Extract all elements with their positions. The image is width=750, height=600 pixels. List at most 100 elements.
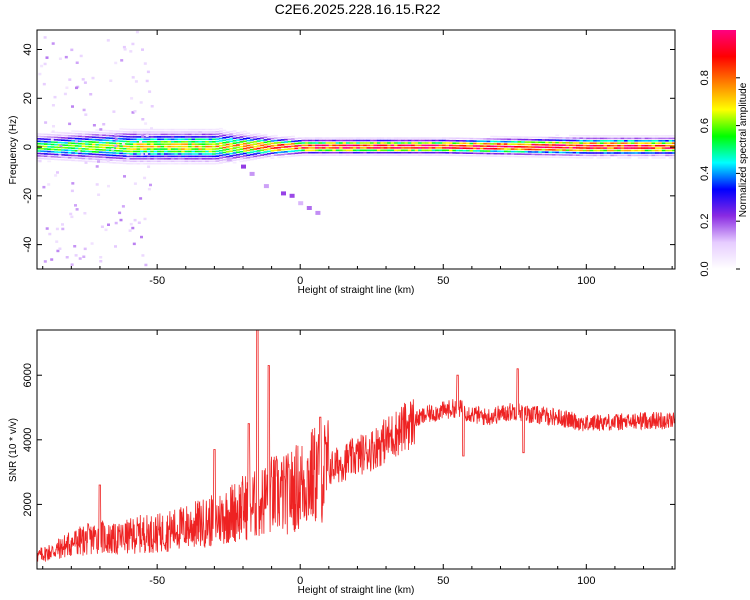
spectrogram-cell: [613, 137, 618, 140]
spectrogram-cell: [188, 143, 192, 145]
spectrogram-speckle: [89, 93, 93, 96]
spectrogram-cell: [445, 152, 450, 154]
spectrogram-cell: [569, 149, 573, 151]
spectrogram-cell: [256, 142, 261, 145]
spectrogram-cell: [483, 147, 488, 150]
spectrogram-cell: [648, 149, 652, 152]
spectrogram-cell: [54, 136, 58, 139]
spectrogram-cell: [586, 152, 591, 154]
spectrogram-speckle: [104, 228, 108, 232]
spectrogram-cell: [644, 135, 649, 137]
spectrogram-cell: [376, 154, 381, 156]
spectrogram-cell: [493, 150, 498, 152]
spectrogram-cell: [164, 162, 168, 165]
spectrogram-cell: [167, 141, 172, 143]
spectrogram-cell: [582, 154, 587, 157]
spectrogram-cell: [50, 134, 55, 136]
spectrogram-cell: [383, 142, 388, 144]
spectrogram-cell: [394, 154, 398, 156]
spectrogram-speckle: [145, 79, 149, 83]
spectrogram-cell: [576, 154, 580, 156]
spectrogram-cell: [54, 151, 58, 153]
spectrogram-cell: [380, 139, 385, 142]
spectrogram-cell: [67, 132, 72, 135]
spectrogram-cell: [328, 149, 333, 152]
spectrogram-cell: [510, 150, 515, 153]
spectrogram-speckle: [132, 242, 136, 246]
spectrogram-cell: [552, 154, 556, 156]
spectrogram-speckle: [73, 245, 77, 248]
spectrogram-cell: [349, 149, 354, 152]
spectrogram-cell: [442, 147, 446, 149]
spectrogram-cell: [479, 150, 484, 152]
spectrogram-cell: [390, 151, 395, 154]
spectrogram-cell: [109, 142, 113, 144]
spectrogram-cell: [424, 151, 429, 154]
spectrogram-cell: [514, 141, 518, 143]
spectrogram-cell: [322, 142, 326, 144]
spectrogram-cell: [603, 144, 608, 147]
spectrogram-cell: [225, 133, 230, 136]
spectrogram-cell: [61, 134, 65, 137]
spectrogram-cell: [342, 147, 347, 149]
spectrogram-cell: [548, 136, 553, 139]
spectrogram-cell: [315, 149, 319, 152]
spectrogram-cell: [150, 136, 155, 138]
spectrogram-cell: [81, 155, 86, 157]
spectrogram-speckle: [140, 235, 143, 239]
spectrogram-cell: [655, 135, 659, 137]
spectrogram-speckle: [121, 205, 125, 208]
spectrogram-cell: [534, 141, 539, 144]
spectrogram-cell: [672, 157, 675, 159]
spectrogram-cell: [634, 137, 639, 140]
spectrogram-speckle: [150, 105, 154, 108]
spectrogram-cell: [322, 137, 326, 139]
spectrogram-cell: [174, 141, 179, 143]
spectrogram-cell: [181, 150, 185, 153]
spectrogram-cell: [91, 131, 96, 134]
spectrogram-speckle: [65, 86, 69, 89]
spectrogram-cell: [105, 142, 110, 144]
spectrogram-cell: [239, 131, 244, 133]
spectrogram-speckle: [123, 175, 126, 178]
spectrogram-cell: [390, 154, 395, 156]
spectrogram-speckle: [38, 72, 42, 76]
spectrogram-cell: [582, 142, 587, 144]
spectrogram-cell: [445, 147, 450, 149]
spectrogram-cell: [352, 144, 357, 147]
spectrogram-cell: [624, 154, 628, 157]
spectrogram-cell: [634, 144, 639, 147]
spectrogram-tail-cell: [226, 157, 232, 162]
spectrogram-cell: [455, 154, 460, 157]
spectrogram-cell: [648, 144, 652, 147]
spectrogram-cell: [164, 131, 168, 133]
spectrogram-cell: [61, 132, 65, 134]
spectrogram-cell: [267, 153, 271, 155]
spectrogram-cell: [222, 156, 227, 159]
spectrogram-cell: [219, 137, 223, 140]
spectrogram-cell: [603, 157, 608, 159]
spectrogram-cell: [339, 154, 343, 156]
spectrogram-cell: [239, 146, 244, 148]
spectrogram-cell: [407, 144, 412, 147]
spectrogram-cell: [630, 152, 635, 154]
spectrogram-cell: [524, 153, 529, 156]
spectrogram-cell: [586, 142, 591, 144]
spectrogram-cell: [98, 139, 103, 141]
spectrogram-cell: [140, 133, 144, 136]
spectrogram-cell: [627, 149, 632, 152]
spectrogram-cell: [555, 151, 560, 154]
spectrogram-speckle: [106, 39, 110, 42]
spectrogram-cell: [558, 146, 563, 149]
spectrogram-cell: [88, 136, 93, 138]
spectrogram-cell: [356, 151, 361, 154]
spectrogram-cell: [74, 137, 79, 140]
spectrogram-cell: [407, 147, 412, 149]
spectrogram-cell: [91, 146, 96, 148]
spectrogram-cell: [370, 151, 374, 154]
spectrogram-cell: [164, 150, 168, 153]
spectrogram-cell: [466, 149, 470, 152]
spectrogram-cell: [655, 142, 659, 144]
spectrogram-cell: [421, 151, 426, 154]
spectrogram-cell: [644, 157, 649, 159]
